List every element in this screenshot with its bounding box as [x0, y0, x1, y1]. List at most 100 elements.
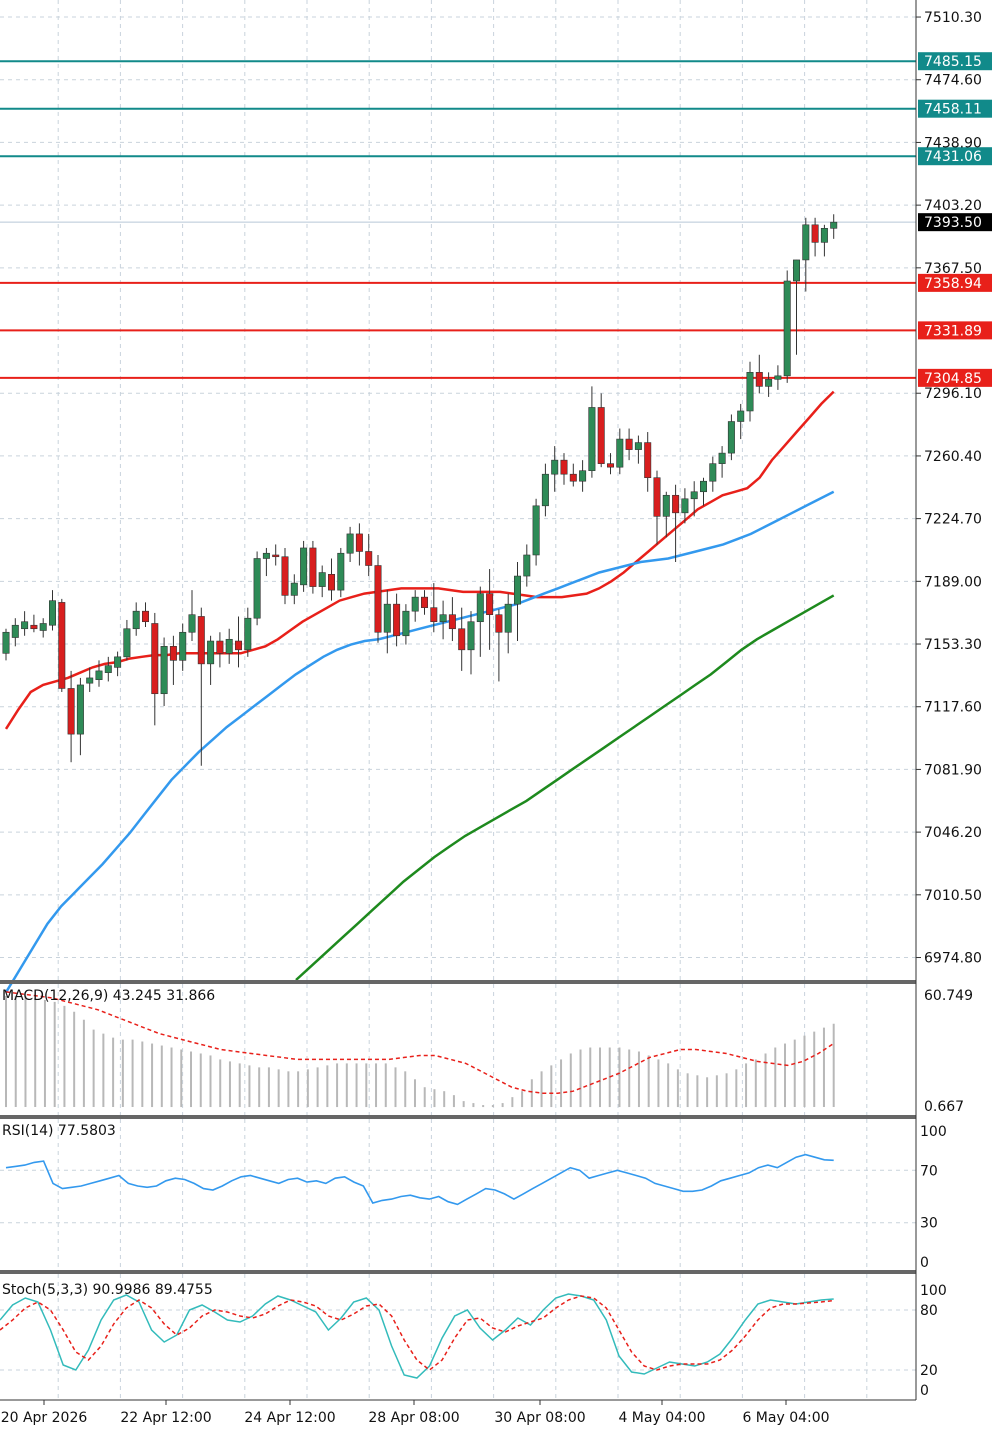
rsi-tick-label: 70 [920, 1163, 938, 1179]
candle-body [374, 565, 382, 633]
candle-body [541, 473, 549, 507]
support-level-label: 7331.89 [924, 323, 982, 339]
candle-body [318, 572, 326, 587]
candle [486, 569, 494, 650]
y-tick-label: 7117.60 [924, 700, 982, 716]
y-tick-label: 7438.90 [924, 135, 982, 151]
candle [579, 460, 587, 492]
candle-body [486, 593, 494, 615]
candle [523, 544, 531, 587]
candle [207, 635, 215, 685]
x-tick-label: 30 Apr 08:00 [494, 1410, 585, 1426]
candle [160, 637, 168, 707]
y-tick-label: 7153.30 [924, 637, 982, 653]
macd-signal-line [5, 991, 835, 1094]
candle [123, 619, 131, 661]
candle [21, 611, 29, 636]
rsi-panel [5, 1153, 834, 1206]
candle-body [523, 554, 531, 577]
candle [551, 446, 559, 492]
candle-body [476, 593, 484, 623]
candle [439, 600, 447, 640]
x-tick-label: 22 Apr 12:00 [120, 1410, 211, 1426]
candle [114, 651, 122, 677]
candle-body [588, 407, 596, 471]
candle-body [448, 614, 456, 630]
candle-body [755, 372, 763, 387]
stoch-main-line [0, 1293, 834, 1379]
candle-body [179, 631, 187, 661]
candle-body [830, 221, 838, 229]
candle [253, 551, 261, 626]
candle [272, 544, 280, 566]
candle-body [597, 407, 605, 464]
candle-body [11, 624, 19, 638]
y-tick-label: 7367.50 [924, 261, 982, 277]
resistance-level-tag [918, 99, 992, 118]
candle [48, 590, 56, 631]
y-tick-label: 6974.80 [924, 951, 982, 967]
candle-body [327, 574, 335, 591]
y-tick-label: 7046.20 [924, 825, 982, 841]
support-level-tag [918, 321, 992, 340]
candle [30, 614, 38, 633]
candle-body [235, 640, 243, 651]
candle-body [504, 603, 512, 633]
candle-body [662, 494, 670, 517]
candle [541, 463, 549, 517]
candle [606, 453, 614, 475]
candle-body [644, 442, 652, 479]
candle [616, 428, 624, 475]
candle-body [430, 607, 438, 623]
candle-body [300, 547, 308, 586]
panel-separator [0, 1115, 916, 1119]
resistance-level-label: 7431.06 [924, 149, 982, 165]
candle-body [690, 491, 698, 500]
candle [355, 523, 363, 566]
candle-body [337, 552, 345, 591]
candle-body [39, 623, 47, 631]
stoch-tick-label: 80 [920, 1303, 938, 1319]
rsi-line [5, 1153, 834, 1206]
candle [830, 214, 838, 239]
moving-averages [4, 390, 835, 993]
y-tick-label: 7081.90 [924, 762, 982, 778]
candle [142, 602, 150, 627]
candle [681, 488, 689, 524]
candle-body [160, 646, 168, 695]
resistance-level-tag [918, 147, 992, 166]
candle-body [346, 533, 354, 554]
candle-body [169, 646, 177, 661]
candle [802, 217, 810, 292]
candle [569, 463, 577, 487]
candle [774, 365, 782, 390]
candle [709, 456, 717, 492]
candle-body [123, 628, 131, 658]
candle-body [207, 640, 215, 665]
candle [699, 477, 707, 506]
candle-body [225, 638, 233, 654]
candle-body [104, 665, 112, 673]
candle [39, 618, 47, 638]
candle-body [393, 603, 401, 637]
candle [644, 432, 652, 492]
candle [792, 259, 800, 355]
candle [495, 609, 503, 682]
candle-body [197, 616, 205, 665]
stoch-tick-label: 20 [920, 1363, 938, 1379]
candle [467, 611, 475, 675]
x-tick-label: 28 Apr 08:00 [368, 1410, 459, 1426]
candle-body [560, 459, 568, 475]
candle-body [402, 610, 410, 637]
candle [188, 590, 196, 642]
current-price-tag [918, 213, 992, 232]
candles [2, 214, 838, 766]
candle [653, 470, 661, 545]
candle [104, 656, 112, 682]
candle-body [58, 602, 66, 689]
candle-body [142, 610, 150, 623]
stoch-signal-line [0, 1295, 834, 1371]
candle-body [281, 556, 289, 596]
